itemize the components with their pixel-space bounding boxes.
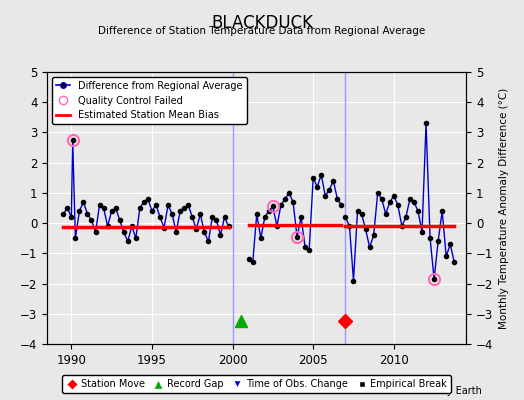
Legend: Station Move, Record Gap, Time of Obs. Change, Empirical Break: Station Move, Record Gap, Time of Obs. C… <box>62 375 451 393</box>
Legend: Difference from Regional Average, Quality Control Failed, Estimated Station Mean: Difference from Regional Average, Qualit… <box>52 77 247 124</box>
Y-axis label: Monthly Temperature Anomaly Difference (°C): Monthly Temperature Anomaly Difference (… <box>499 87 509 329</box>
Text: Difference of Station Temperature Data from Regional Average: Difference of Station Temperature Data f… <box>99 26 425 36</box>
Text: Berkeley Earth: Berkeley Earth <box>410 386 482 396</box>
Text: BLACKDUCK: BLACKDUCK <box>211 14 313 32</box>
